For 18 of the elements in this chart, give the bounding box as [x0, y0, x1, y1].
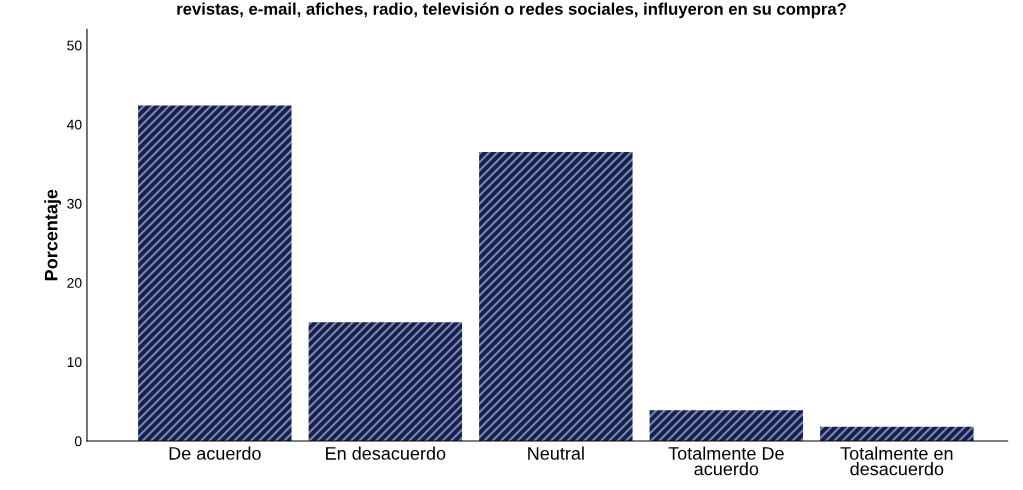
y-tick-label: 0: [74, 436, 82, 447]
bar: [479, 152, 633, 441]
y-tick-label: 30: [67, 198, 82, 209]
bar: [138, 105, 292, 441]
chart-title: revistas, e-mail, afiches, radio, televisión o redes sociales, influyeron en su compra?: [177, 2, 846, 19]
y-axis-title: Porcentaje: [44, 189, 62, 281]
y-tick-label: 50: [67, 40, 82, 51]
bar: [308, 322, 463, 441]
y-tick-label: 10: [67, 357, 82, 368]
x-tick-label: En desacuerdo: [326, 446, 446, 460]
x-tick-label: De acuerdo: [169, 446, 261, 460]
bar: [649, 410, 804, 441]
x-tick-label: Neutral: [528, 446, 584, 460]
y-tick-label: 20: [67, 278, 82, 288]
y-tick-label: 40: [66, 119, 82, 130]
x-tick-label: Totalmente De acuerdo: [668, 446, 784, 476]
x-tick-label: Totalmente en desacuerdo: [840, 446, 953, 476]
bar: [820, 426, 974, 441]
